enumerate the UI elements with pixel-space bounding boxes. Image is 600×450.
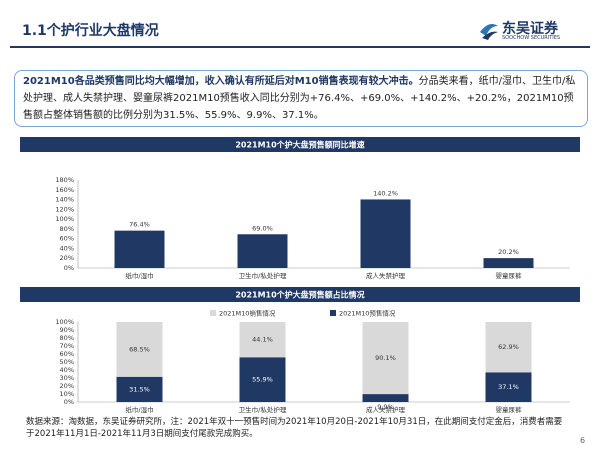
legend-label: 2021M10预售情况: [339, 309, 396, 318]
bar: [237, 234, 288, 268]
value-label: 62.9%: [498, 343, 519, 351]
y-tick-label: 50%: [60, 358, 74, 366]
header-rule: [10, 46, 590, 48]
summary-bold: 2021M10各品类预售同比均大幅增加，收入确认有所延后对M10销售表现有较大冲…: [23, 76, 419, 87]
y-tick-label: 10%: [60, 390, 74, 398]
chart-title-bar: [20, 287, 580, 302]
summary-box: 2021M10各品类预售同比均大幅增加，收入确认有所延后对M10销售表现有较大冲…: [14, 70, 588, 127]
chart-title: 2021M10个护大盘预售额占比情况: [235, 290, 364, 300]
value-label: 76.4%: [129, 221, 150, 229]
y-tick-label: 60%: [60, 350, 74, 358]
y-tick-label: 0%: [64, 264, 74, 272]
y-tick-label: 30%: [60, 374, 74, 382]
bar: [360, 199, 411, 268]
y-tick-label: 180%: [55, 176, 74, 184]
y-tick-label: 0%: [64, 398, 74, 406]
y-tick-label: 90%: [60, 326, 74, 334]
x-tick-label: 婴童尿裤: [496, 405, 523, 414]
x-tick-label: 纸巾/湿巾: [125, 405, 153, 414]
legend-swatch: [330, 310, 336, 316]
legend-swatch: [210, 310, 216, 316]
y-tick-label: 100%: [55, 318, 74, 326]
y-tick-label: 120%: [55, 205, 74, 213]
source-note: 数据来源：淘数据，东吴证券研究所，注：2021年双十一预售时间为2021年10月…: [26, 417, 563, 439]
logo-icon: [480, 24, 498, 40]
y-tick-label: 140%: [55, 196, 74, 204]
chart-title: 2021M10个护大盘预售额同比增速: [235, 140, 364, 150]
bar-segment: [362, 394, 409, 402]
y-tick-label: 20%: [60, 382, 74, 390]
value-label: 31.5%: [129, 385, 150, 393]
y-tick-label: 20%: [60, 254, 74, 262]
value-label: 37.1%: [498, 383, 519, 391]
bar-segment: [362, 322, 409, 395]
bar: [483, 258, 534, 268]
y-tick-label: 80%: [60, 334, 74, 342]
bar-segment: [116, 322, 163, 377]
legend-label: 2021M10销售情况: [219, 309, 276, 318]
bar: [114, 230, 165, 268]
value-label: 44.1%: [252, 336, 273, 344]
value-label: 90.1%: [375, 354, 396, 362]
value-label: 140.2%: [373, 189, 398, 197]
logo: 东吴证券 SOOCHOW SECURITIES: [478, 18, 588, 44]
x-tick-label: 婴童尿裤: [496, 271, 523, 280]
x-tick-label: 成人失禁护理: [366, 405, 406, 414]
y-tick-label: 160%: [55, 186, 74, 194]
bar-segment: [239, 357, 286, 402]
value-label: 69.0%: [252, 224, 273, 232]
y-tick-label: 40%: [60, 366, 74, 374]
x-tick-label: 卫生巾/私处护理: [239, 405, 287, 414]
y-tick-label: 70%: [60, 342, 74, 350]
value-label: 55.9%: [252, 376, 273, 384]
y-tick-label: 40%: [60, 244, 74, 252]
value-label: 68.5%: [129, 345, 150, 353]
x-tick-label: 纸巾/湿巾: [125, 271, 153, 280]
logo-text: 东吴证券: [502, 21, 558, 37]
y-tick-label: 100%: [55, 215, 74, 223]
x-tick-label: 成人失禁护理: [366, 271, 406, 280]
value-label: 20.2%: [498, 248, 519, 256]
value-label: 9.9%: [377, 403, 394, 411]
bar-segment: [485, 322, 532, 373]
page-number: 6: [580, 436, 586, 445]
y-tick-label: 80%: [60, 225, 74, 233]
chart-title-bar: [20, 137, 580, 152]
logo-subtext: SOOCHOW SECURITIES: [502, 35, 561, 41]
slide-title: 1.1个护行业大盘情况: [22, 23, 159, 39]
bar-segment: [485, 372, 532, 402]
x-tick-label: 卫生巾/私处护理: [239, 271, 287, 280]
summary-text: 分品类来看，纸巾/湿巾、卫生巾/私处护理、成人失禁护理、婴童尿裤2021M10预…: [23, 76, 576, 121]
y-tick-label: 60%: [60, 235, 74, 243]
bar-segment: [239, 322, 286, 358]
bar-segment: [116, 376, 163, 402]
